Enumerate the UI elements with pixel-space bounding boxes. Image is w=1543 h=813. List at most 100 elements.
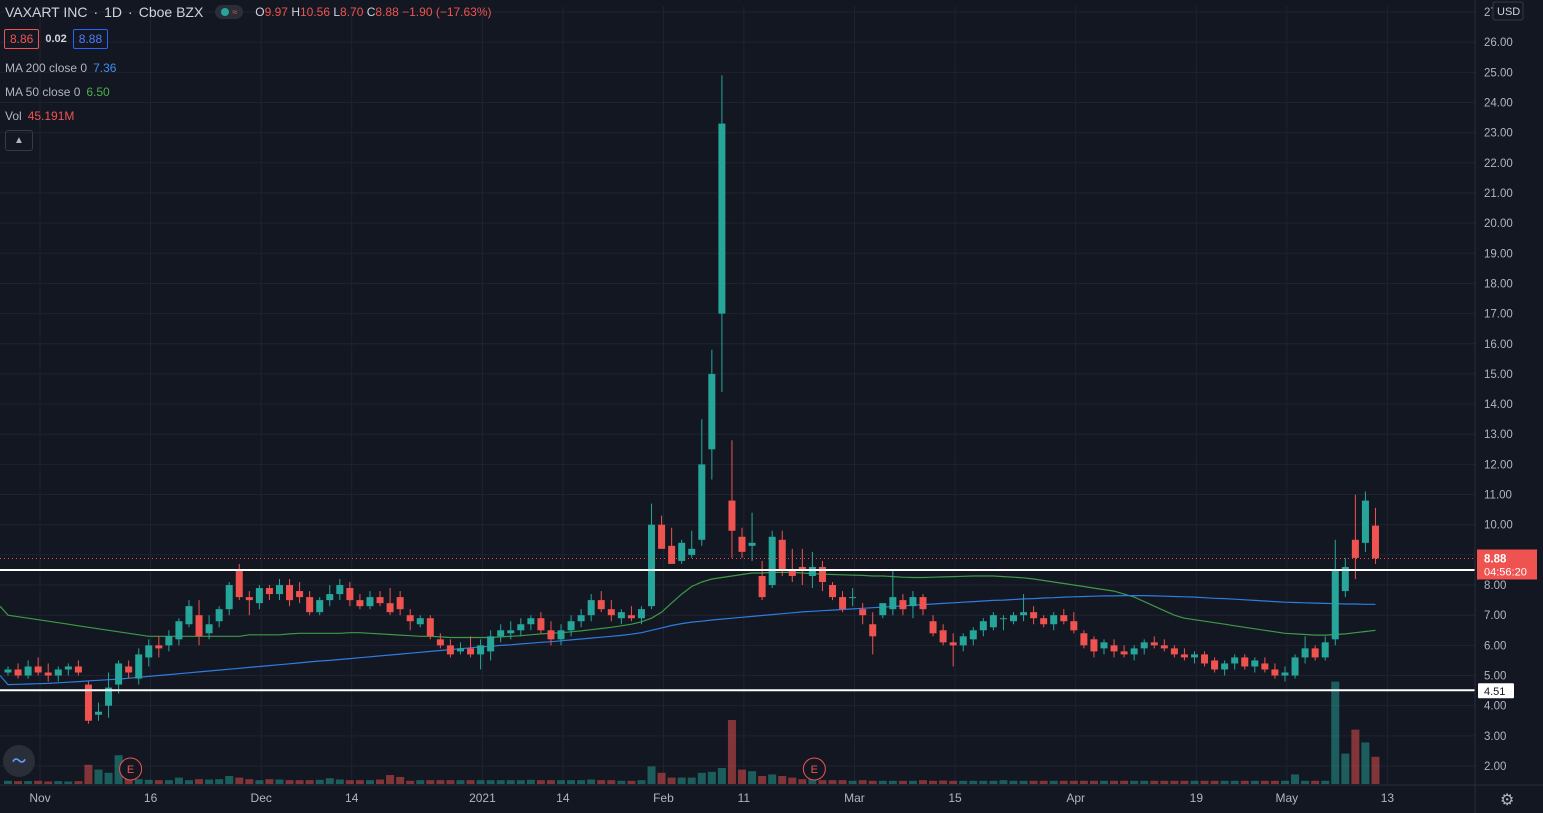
volume-bar [979,780,988,784]
volume-bar [808,779,817,784]
time-tick-label: 16 [144,791,158,805]
candle-body [306,597,314,613]
candle-body [135,654,143,679]
candle-body [1331,569,1339,640]
candle-body [708,373,716,450]
moving-averages [0,571,1376,686]
volume-bar [727,720,736,784]
candle-body [557,630,565,640]
chevron-up-icon: ▲ [14,135,24,146]
price-tick-label: 22.00 [1484,158,1513,170]
candle-body [1030,612,1038,619]
price-axis[interactable]: 2.00 3.00 4.00 5.00 6.00 7.00 8.00 10.00 11.00 12… [1474,0,1537,813]
price-tick-label: 12.00 [1484,459,1513,471]
candle-body [999,618,1007,620]
price-tick-label: 24.00 [1484,97,1513,109]
candle-body [1090,639,1098,652]
volume-bar [164,780,173,784]
candle-body [125,666,133,673]
ask-button[interactable]: 8.88 [72,29,109,49]
time-tick-label: Nov [29,791,50,805]
separator-dot: · [93,4,99,20]
time-tick-label: Feb [653,791,674,805]
candle-body [44,672,52,676]
candle-body [24,666,32,676]
candle-body [235,569,243,598]
time-tick-label: 11 [738,791,751,805]
candle-body [1311,648,1319,658]
market-status-icon[interactable]: ≈ [215,5,244,19]
candle-body [1050,615,1058,625]
candle-body [577,615,585,622]
volume-bar [446,780,455,784]
volume-bar [1049,780,1058,784]
candle-body [1140,642,1148,649]
candle-body [245,597,253,601]
volume-bar [717,768,726,784]
volume-bar [1039,780,1048,784]
ma50-line [0,571,1376,639]
price-tick-label: 7.00 [1484,610,1506,622]
candle-body [1180,654,1188,658]
volume-bar [184,780,193,784]
volume-bar [144,779,153,784]
candle-body [1281,672,1289,676]
price-tick-label: 19.00 [1484,248,1513,260]
volume-bar [74,781,83,784]
candle-body [477,645,485,655]
volume-bar [647,766,656,784]
volume-bar [798,779,807,784]
time-tick-label: 19 [1190,791,1204,805]
time-tick-label: 15 [948,791,962,805]
candle-body [1130,648,1138,655]
volume-bar [768,774,777,784]
candle-body [356,600,364,607]
candle-body [818,566,826,583]
candle-body [1271,669,1279,676]
interval[interactable]: 1D [104,4,123,20]
candle-body [1291,657,1299,676]
candle-body [889,597,897,610]
volume-bar [969,780,978,784]
candle-body [1040,618,1048,625]
volume-bar [587,779,596,784]
candle-body [738,536,746,552]
gear-icon[interactable]: ⚙ [1500,792,1515,809]
currency-label: USD [1492,1,1524,21]
earnings-marker-text: E [127,764,134,776]
candle-body [949,642,957,646]
candle-body [507,630,515,634]
candle-body [74,666,82,673]
candle-body [1241,657,1249,667]
candle-body [346,588,354,601]
candle-body [969,630,977,640]
volume-bar [1029,780,1038,784]
candle-body [728,500,736,531]
volume-bar [345,780,354,784]
volume-bar [1250,780,1259,784]
indicator-volume[interactable]: Vol 45.191M [5,109,75,123]
candle-body [748,542,756,546]
price-tick-label: 8.00 [1484,580,1506,592]
candle-body [1301,648,1309,658]
volume-bar [1301,780,1310,784]
price-tick-label: 2.00 [1484,761,1506,773]
volume-bar [989,780,998,784]
volume-bar [949,780,958,784]
volume-bar [738,769,747,784]
candle-body [296,591,304,598]
indicator-ma200[interactable]: MA 200 close 0 7.36 [5,61,117,75]
volume-bar [597,780,606,784]
indicator-ma50[interactable]: MA 50 close 0 6.50 [5,85,110,99]
volume-bar [436,780,445,784]
volume-bar [1079,780,1088,784]
change-value: −1.90 (−17.63%) [402,5,492,19]
collapse-legend-button[interactable]: ▲ [5,130,33,151]
symbol-name[interactable]: VAXART INC [5,4,88,20]
bid-button[interactable]: 8.86 [4,29,40,49]
volume-bar [295,780,304,784]
time-axis[interactable]: Nov 16 Dec 14 2021 14 Feb 11 Mar 15 Apr 19 May 13 [0,784,1543,805]
tradingview-logo-icon[interactable]: 〜 [3,745,35,777]
